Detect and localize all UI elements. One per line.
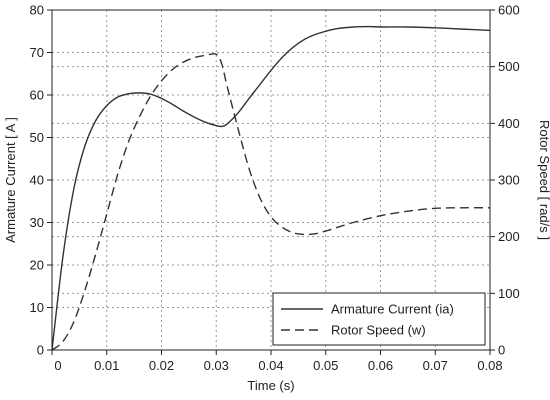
y-left-axis-title: Armature Current [ A ] — [3, 117, 18, 243]
y-left-tick-label: 50 — [30, 130, 44, 145]
x-tick-label: 0.07 — [423, 358, 448, 373]
x-tick-label: 0.02 — [149, 358, 174, 373]
x-axis-title: Time (s) — [247, 378, 294, 393]
y-left-tick-label: 20 — [30, 258, 44, 273]
y-right-tick-label: 500 — [498, 59, 520, 74]
y-right-tick-label: 400 — [498, 116, 520, 131]
y-left-tick-label: 80 — [30, 3, 44, 18]
y-left-tick-label: 30 — [30, 215, 44, 230]
y-left-axis-ticks: 0 10 20 30 40 50 60 70 80 — [30, 3, 52, 358]
x-tick-label: 0.08 — [477, 358, 502, 373]
x-tick-label: 0.05 — [313, 358, 338, 373]
y-left-tick-label: 60 — [30, 88, 44, 103]
legend-box — [272, 292, 486, 346]
legend: Armature Current (ia) Rotor Speed (w) — [272, 292, 486, 346]
y-right-tick-label: 600 — [498, 3, 520, 18]
series-line-armature-current — [51, 25, 491, 351]
x-axis-ticks: 0 0.01 0.02 0.03 0.04 0.05 0.06 0.07 0.08 — [51, 350, 503, 373]
y-left-tick-label: 40 — [30, 173, 44, 188]
grid — [52, 10, 490, 350]
x-tick-label: 0.06 — [368, 358, 393, 373]
y-left-tick-label: 70 — [30, 45, 44, 60]
y-right-axis-ticks: 0 100 200 300 400 500 600 — [490, 3, 520, 358]
x-tick-label: 0.01 — [94, 358, 119, 373]
legend-label-rotor-speed: Rotor Speed (w) — [331, 323, 426, 338]
series-lines — [51, 25, 491, 351]
series-line-rotor-speed — [51, 53, 491, 351]
y-right-axis-title: Rotor Speed [ rad/s ] — [537, 120, 550, 240]
x-tick-label: 0 — [54, 358, 61, 373]
y-left-tick-label: 10 — [30, 300, 44, 315]
x-tick-label: 0.03 — [204, 358, 229, 373]
x-tick-label: 0.04 — [258, 358, 283, 373]
y-right-tick-label: 200 — [498, 229, 520, 244]
legend-label-armature-current: Armature Current (ia) — [331, 302, 454, 317]
y-right-tick-label: 0 — [498, 343, 505, 358]
y-right-tick-label: 300 — [498, 173, 520, 188]
y-right-tick-label: 100 — [498, 286, 520, 301]
y-left-tick-label: 0 — [37, 343, 44, 358]
